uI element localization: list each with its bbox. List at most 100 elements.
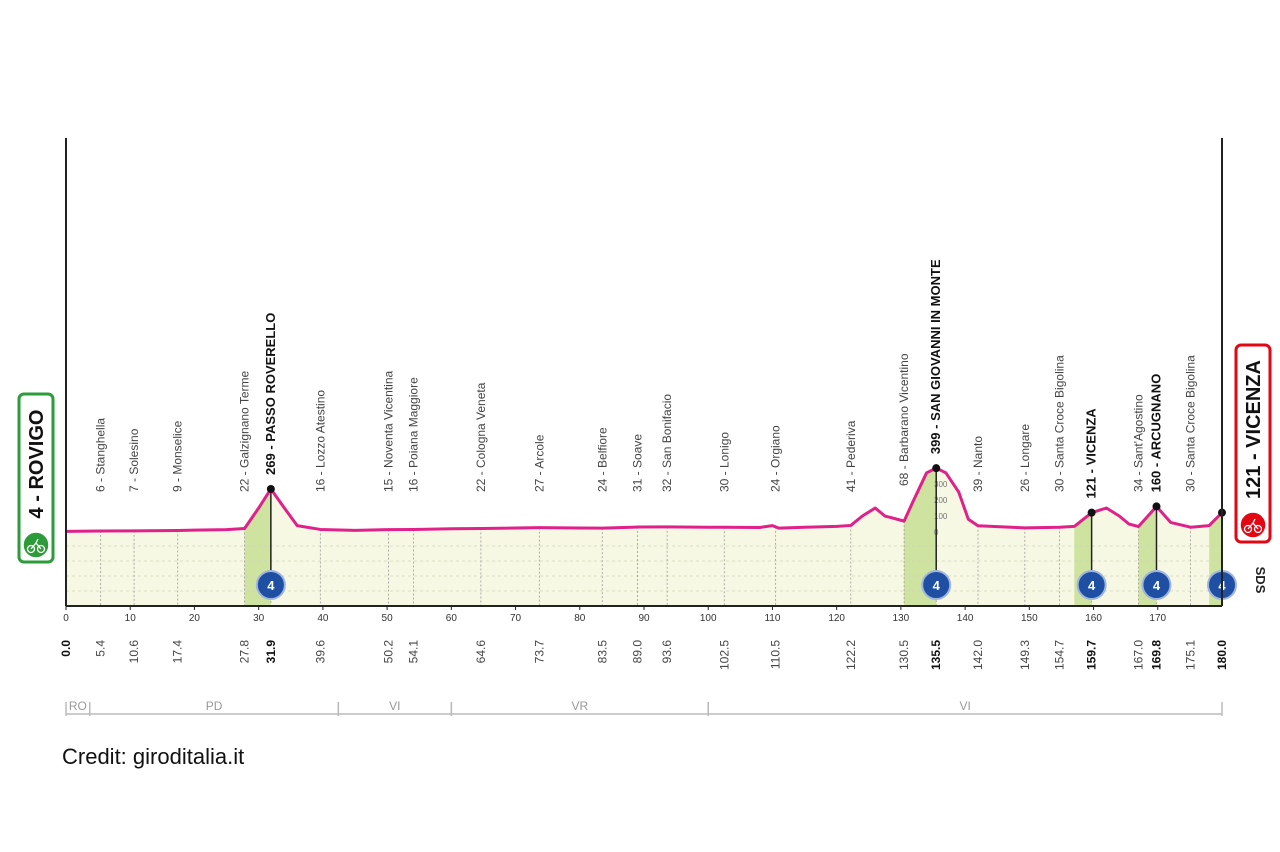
finish-name: 121 - VICENZA: [1243, 360, 1265, 499]
waypoint-km: 73.7: [532, 640, 546, 664]
y-tick-label: 200: [934, 496, 948, 505]
waypoint-km: 142.0: [971, 640, 985, 670]
bike-wheel: [26, 544, 36, 554]
waypoint-name: 68 - Barbarano Vicentino: [897, 353, 911, 486]
waypoint-name: 16 - Lozzo Atestino: [313, 390, 327, 492]
waypoint-name: 41 - Pederiva: [844, 420, 858, 492]
waypoint-km: 167.0: [1132, 640, 1146, 670]
waypoint-km: 169.8: [1149, 640, 1163, 670]
finish-box: [1234, 343, 1272, 544]
province-name: VI: [959, 699, 970, 713]
x-tick-label: 10: [125, 613, 137, 624]
x-tick-label: 70: [510, 613, 522, 624]
bike-rider: [30, 538, 42, 550]
waypoint-km: 17.4: [171, 640, 185, 664]
start-icon: [22, 531, 50, 559]
waypoint-name: 121 - VICENZA: [1084, 408, 1099, 499]
waypoint-km: 54.1: [406, 640, 420, 664]
x-tick-label: 100: [700, 613, 717, 624]
x-tick-label: 60: [446, 613, 458, 624]
waypoint-name: 30 - Lonigo: [717, 432, 731, 492]
waypoint-km: 175.1: [1184, 640, 1198, 670]
start-km: 0.0: [59, 640, 73, 657]
bike-wheel: [1243, 524, 1253, 534]
finish-km: 180.0: [1215, 640, 1229, 670]
x-tick-label: 170: [1149, 613, 1166, 624]
waypoint-name: 31 - Soave: [631, 434, 645, 492]
start-box: [17, 392, 55, 564]
logo: SDS: [1253, 567, 1268, 594]
waypoint-name: 26 - Longare: [1018, 424, 1032, 492]
waypoint-km: 93.6: [660, 640, 674, 664]
bike-wheel: [1253, 524, 1263, 534]
province-name: VI: [389, 699, 400, 713]
x-tick-label: 90: [638, 613, 650, 624]
waypoint-name: 160 - ARCUGNANO: [1148, 374, 1163, 493]
waypoint-km: 64.6: [474, 640, 488, 664]
kom-marker: [921, 570, 952, 600]
waypoint-km: 122.2: [844, 640, 858, 670]
waypoint-name: 30 - Santa Croce Bigolina: [1053, 355, 1067, 492]
waypoint-name: 27 - Arcole: [532, 434, 546, 492]
waypoint-name: 34 - Sant'Agostino: [1132, 394, 1146, 492]
x-tick-label: 130: [893, 613, 910, 624]
waypoint-name: 15 - Noventa Vicentina: [381, 370, 395, 492]
waypoint-km: 89.0: [631, 640, 645, 664]
province-name: VR: [571, 699, 588, 713]
waypoint-km: 130.5: [897, 640, 911, 670]
waypoint-km: 31.9: [264, 640, 278, 664]
waypoint-km: 154.7: [1053, 640, 1067, 670]
waypoint-km: 50.2: [381, 640, 395, 664]
x-tick-label: 30: [253, 613, 265, 624]
x-tick-label: 80: [574, 613, 586, 624]
waypoint-km: 39.6: [313, 640, 327, 664]
waypoint-km: 5.4: [94, 640, 108, 657]
waypoint-name: 24 - Belfiore: [595, 427, 609, 492]
waypoint-name: 9 - Monselice: [171, 420, 185, 492]
kom-marker: [1076, 570, 1107, 600]
x-tick-label: 50: [382, 613, 394, 624]
kom-category: 4: [933, 578, 941, 593]
bike-wheel: [36, 544, 46, 554]
main-layer: 0 10 20 30 40 50 60 70 80 90 100 110 120 130 140 150 160…: [17, 259, 1272, 716]
waypoint-km: 83.5: [595, 640, 609, 664]
credit: Credit: giroditalia.it: [62, 744, 244, 769]
kom-dot: [1152, 502, 1161, 511]
x-tick-label: 20: [189, 613, 201, 624]
waypoint-name: 6 - Stanghella: [94, 418, 108, 492]
waypoint-km: 149.3: [1018, 640, 1032, 670]
x-tick-label: 160: [1085, 613, 1102, 624]
waypoint-km: 110.5: [769, 640, 783, 669]
waypoint-name: 30 - Santa Croce Bigolina: [1184, 355, 1198, 492]
x-tick-label: 150: [1021, 613, 1038, 624]
waypoint-name: 269 - PASSO ROVERELLO: [263, 313, 278, 475]
x-tick-label: 40: [317, 613, 329, 624]
x-tick-label: 0: [63, 613, 69, 624]
waypoint-name: 22 - Galzignano Terme: [238, 370, 252, 492]
y-tick-label: 100: [934, 512, 948, 521]
start-name: 4 - ROVIGO: [26, 410, 48, 519]
waypoint-km: 159.7: [1085, 640, 1099, 670]
bike-rider: [1247, 518, 1259, 530]
kom-category: 4: [267, 578, 275, 593]
waypoint-name: 32 - San Bonifacio: [660, 394, 674, 492]
kom-dot: [1087, 508, 1096, 517]
x-tick-label: 140: [957, 613, 974, 624]
kom-marker: [1141, 570, 1172, 600]
waypoint-name: 39 - Nanto: [971, 436, 985, 492]
kom-marker: [255, 570, 286, 600]
province-name: PD: [206, 699, 223, 713]
kom-dot: [932, 464, 941, 473]
waypoint-km: 135.5: [929, 640, 943, 670]
finish-icon: [1239, 511, 1267, 539]
kom-category: 4: [1153, 578, 1161, 593]
waypoint-name: 7 - Solesino: [127, 428, 141, 492]
waypoint-km: 102.5: [717, 640, 731, 670]
x-tick-label: 110: [764, 613, 780, 624]
kom-dot: [266, 484, 275, 493]
waypoint-name: 16 - Poiana Maggiore: [406, 377, 420, 492]
waypoint-name: 22 - Cologna Veneta: [474, 382, 488, 492]
x-tick-label: 120: [828, 613, 845, 624]
